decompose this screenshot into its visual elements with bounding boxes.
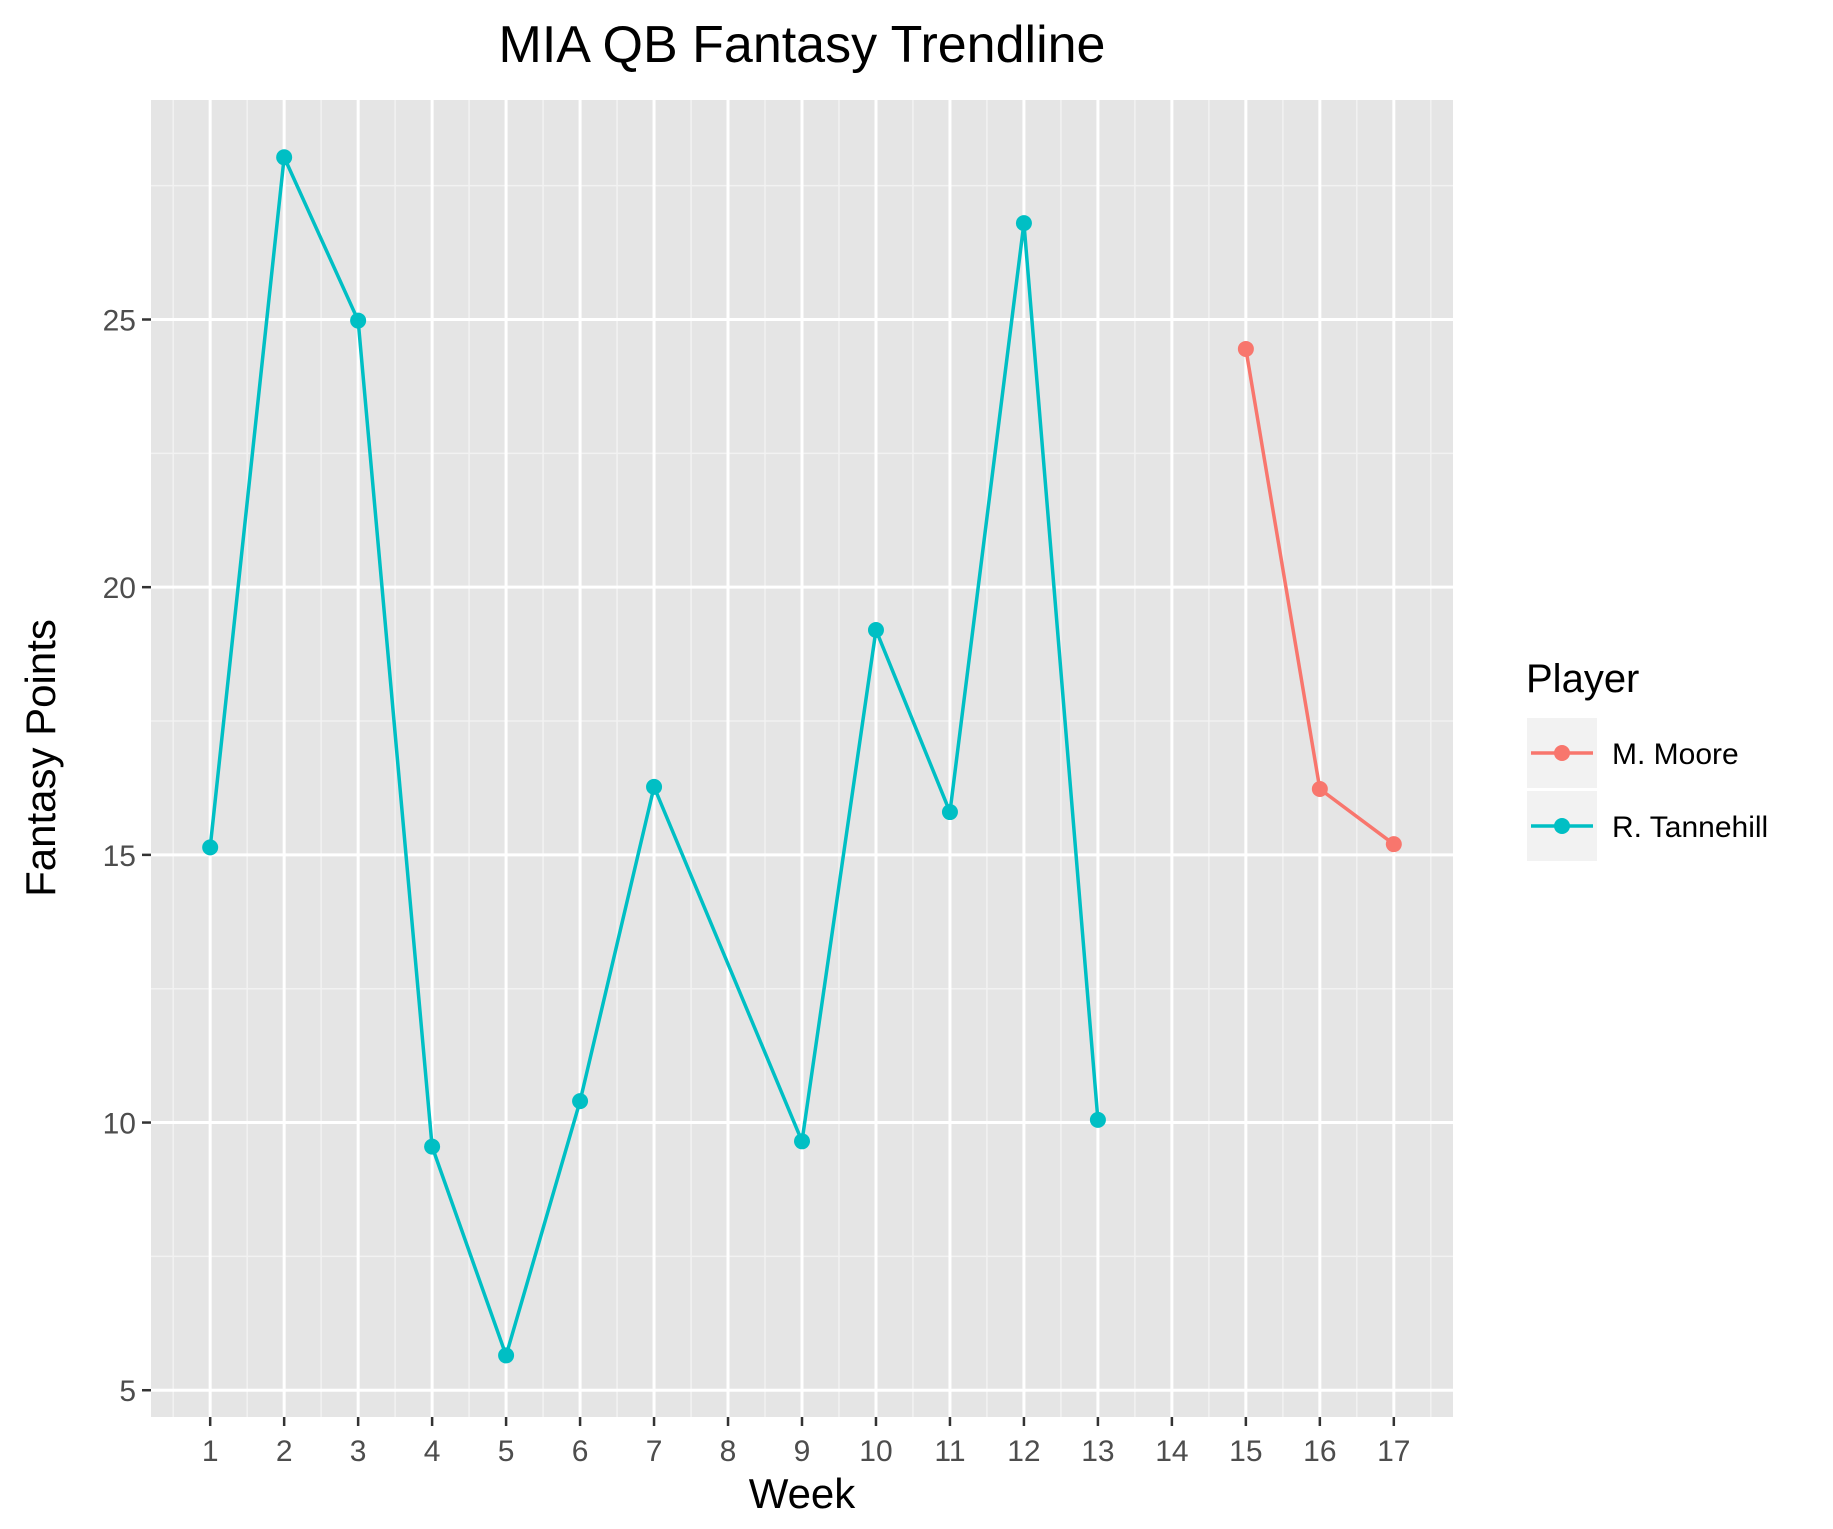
legend: Player M. Moore R. Tannehill bbox=[1526, 657, 1768, 861]
x-tick-label: 1 bbox=[202, 1435, 219, 1468]
y-tick-label: 15 bbox=[103, 840, 136, 873]
data-point-r-tannehill bbox=[1089, 1111, 1106, 1128]
data-point-r-tannehill bbox=[276, 149, 293, 166]
legend-point-m-moore bbox=[1554, 745, 1570, 761]
x-tick-label: 12 bbox=[1007, 1435, 1040, 1468]
x-tick-label: 13 bbox=[1081, 1435, 1114, 1468]
series-line-r-tannehill bbox=[208, 155, 1100, 1358]
data-point-r-tannehill bbox=[941, 804, 958, 821]
series-layer bbox=[202, 149, 1402, 1364]
x-tick-label: 2 bbox=[276, 1435, 293, 1468]
data-point-m-moore bbox=[1237, 340, 1254, 357]
y-tick-label: 20 bbox=[103, 572, 136, 605]
x-tick-label: 9 bbox=[794, 1435, 811, 1468]
data-point-r-tannehill bbox=[202, 839, 219, 856]
x-tick-label: 15 bbox=[1229, 1435, 1262, 1468]
data-point-m-moore bbox=[1385, 836, 1402, 853]
data-point-r-tannehill bbox=[498, 1347, 515, 1364]
data-point-r-tannehill bbox=[1015, 215, 1032, 232]
data-point-m-moore bbox=[1311, 781, 1328, 798]
y-axis: 5 10 15 20 25 bbox=[103, 305, 151, 1408]
x-tick-label: 10 bbox=[859, 1435, 892, 1468]
data-point-r-tannehill bbox=[794, 1133, 810, 1150]
data-point-r-tannehill bbox=[867, 622, 884, 639]
x-tick-label: 14 bbox=[1155, 1435, 1188, 1468]
legend-items: M. Moore R. Tannehill bbox=[1527, 718, 1768, 861]
x-axis-title: Week bbox=[749, 1470, 857, 1517]
x-tick-label: 4 bbox=[424, 1435, 441, 1468]
y-tick-label: 25 bbox=[103, 305, 136, 338]
x-tick-label: 6 bbox=[572, 1435, 589, 1468]
data-point-r-tannehill bbox=[350, 312, 367, 329]
x-tick-label: 8 bbox=[720, 1435, 737, 1468]
chart-title: MIA QB Fantasy Trendline bbox=[499, 16, 1106, 74]
legend-point-r-tannehill bbox=[1554, 818, 1570, 834]
x-tick-label: 3 bbox=[350, 1435, 367, 1468]
data-point-r-tannehill bbox=[424, 1138, 441, 1155]
major-gridlines bbox=[151, 100, 1453, 1417]
data-point-r-tannehill bbox=[572, 1093, 589, 1110]
legend-title: Player bbox=[1526, 657, 1639, 701]
legend-label-r-tannehill: R. Tannehill bbox=[1612, 811, 1768, 844]
x-tick-label: 17 bbox=[1377, 1435, 1410, 1468]
x-axis: 1 2 3 4 5 6 7 8 9 10 11 12 13 14 15 16 17 bbox=[202, 1417, 1411, 1468]
y-axis-title: Fantasy Points bbox=[17, 619, 64, 897]
legend-label-m-moore: M. Moore bbox=[1612, 738, 1739, 771]
x-tick-label: 16 bbox=[1303, 1435, 1336, 1468]
data-point-r-tannehill bbox=[646, 778, 663, 795]
x-tick-label: 7 bbox=[646, 1435, 663, 1468]
y-tick-label: 10 bbox=[103, 1108, 136, 1141]
x-tick-label: 5 bbox=[498, 1435, 515, 1468]
x-tick-label: 11 bbox=[934, 1435, 965, 1468]
y-tick-label: 5 bbox=[119, 1375, 136, 1408]
